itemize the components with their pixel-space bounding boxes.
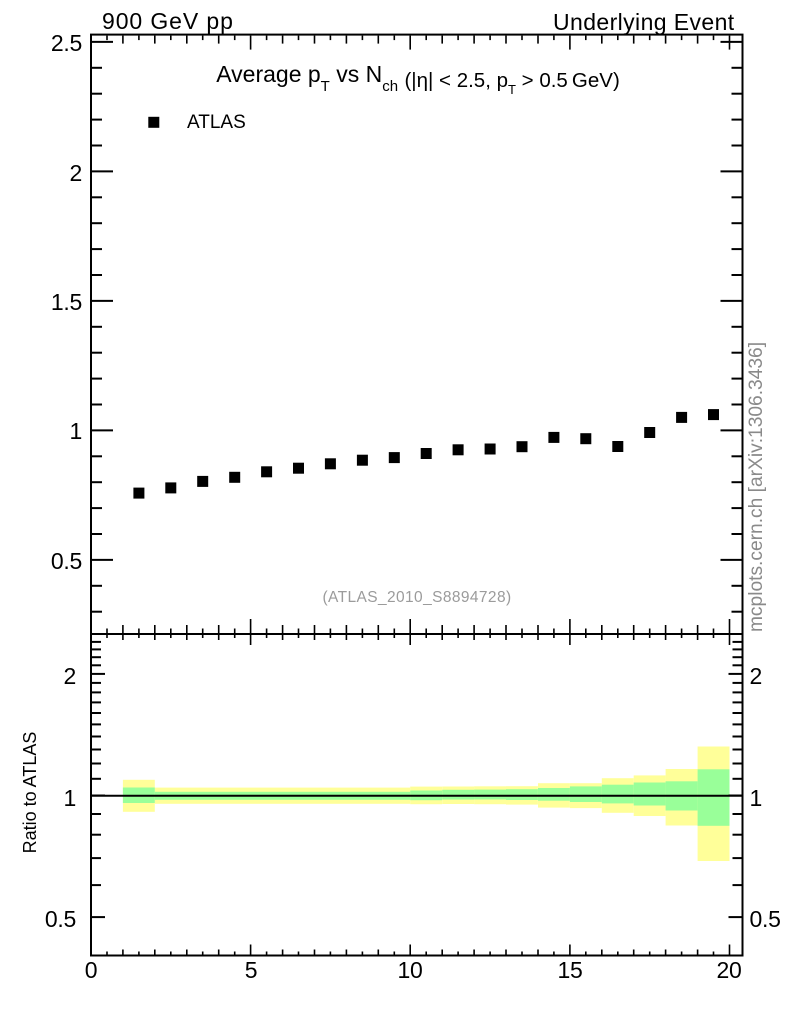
svg-text:mcplots.cern.ch [arXiv:1306.34: mcplots.cern.ch [arXiv:1306.3436] bbox=[746, 342, 767, 632]
svg-text:Ratio to ATLAS: Ratio to ATLAS bbox=[20, 732, 40, 854]
